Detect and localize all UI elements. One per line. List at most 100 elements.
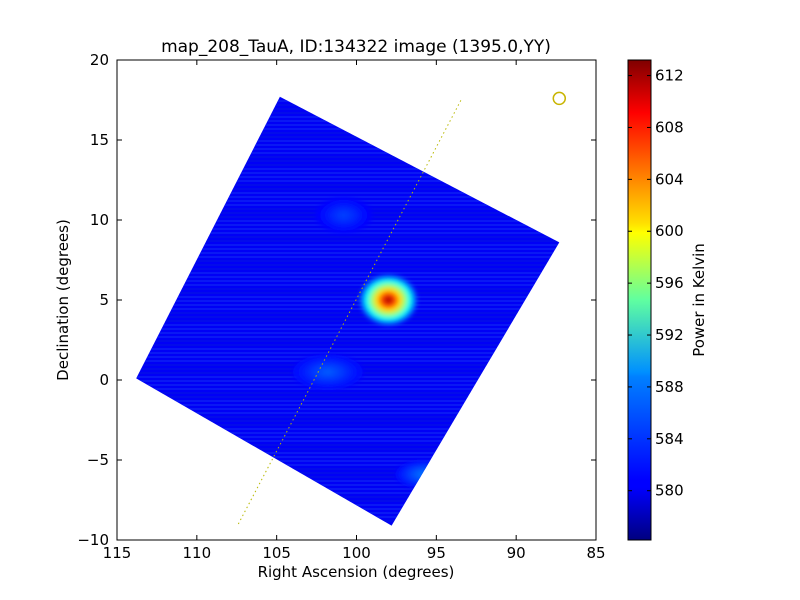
scan-line xyxy=(237,98,463,525)
colorbar-tick-label: 580 xyxy=(655,482,684,500)
scan-stripe xyxy=(136,476,560,478)
source-contour xyxy=(321,369,334,375)
scan-stripe xyxy=(136,344,560,346)
scan-stripe xyxy=(136,472,560,474)
colorbar-tick-label: 604 xyxy=(655,170,684,188)
x-tick-label: 115 xyxy=(103,544,132,562)
scan-stripe xyxy=(136,140,560,142)
scan-stripe xyxy=(117,80,596,82)
scan-stripe xyxy=(136,336,560,338)
scan-stripe xyxy=(136,292,560,294)
source-blob xyxy=(292,354,363,390)
scan-stripe xyxy=(117,84,596,86)
scan-stripe xyxy=(136,260,560,262)
scan-stripe xyxy=(136,480,560,482)
scan-stripe xyxy=(136,252,560,254)
scan-stripe xyxy=(136,244,560,246)
source-contour xyxy=(418,472,429,477)
scan-stripe xyxy=(136,152,560,154)
y-tick-label: 15 xyxy=(90,131,109,149)
sky-map-region xyxy=(136,96,560,526)
colorbar: 580 584 588 592 596 600 604 608 612 Power in Kel… xyxy=(627,59,708,541)
scan-stripe xyxy=(136,324,560,326)
scan-stripe xyxy=(136,280,560,282)
scan-stripe xyxy=(136,396,560,398)
scan-stripe xyxy=(136,300,560,302)
colorbar-tick-label: 596 xyxy=(655,274,684,292)
scan-stripe xyxy=(136,492,560,494)
scan-stripe xyxy=(136,452,560,454)
scan-stripe xyxy=(136,428,560,430)
scan-stripe xyxy=(136,392,560,394)
scan-stripe xyxy=(136,156,560,158)
y-tick-label: 10 xyxy=(90,211,109,229)
scan-stripe xyxy=(136,456,560,458)
scan-stripe xyxy=(136,308,560,310)
source-blob xyxy=(360,275,417,325)
scan-stripe xyxy=(136,420,560,422)
y-axis-label: Declination (degrees) xyxy=(54,219,72,381)
colorbar-gradient xyxy=(627,59,652,541)
x-tick-label: 85 xyxy=(586,544,605,562)
scan-stripe xyxy=(136,276,560,278)
scan-stripe xyxy=(136,160,560,162)
scan-stripe xyxy=(136,460,560,462)
scan-stripe xyxy=(136,236,560,238)
y-tick-label: −5 xyxy=(87,451,109,469)
scan-stripe xyxy=(136,120,560,122)
y-axis-ticks: −10 −5 0 5 10 15 20 xyxy=(77,51,596,549)
scan-stripe xyxy=(136,192,560,194)
scan-stripe xyxy=(136,340,560,342)
source-contour xyxy=(414,469,433,480)
scan-stripe xyxy=(136,512,560,514)
scan-stripe xyxy=(136,312,560,314)
scan-stripe xyxy=(136,524,560,526)
scan-stripe xyxy=(136,240,560,242)
scan-stripe xyxy=(136,100,560,102)
source-contour xyxy=(383,295,394,305)
colorbar-tick-label: 588 xyxy=(655,378,684,396)
scan-stripe xyxy=(136,112,560,114)
scan-stripe xyxy=(136,104,560,106)
x-tick-label: 90 xyxy=(507,544,526,562)
colorbar-tick-label: 592 xyxy=(655,326,684,344)
scan-stripe xyxy=(136,172,560,174)
colorbar-ticks: 580 584 588 592 596 600 604 608 612 xyxy=(628,67,684,500)
scan-stripe xyxy=(136,360,560,362)
scan-stripe xyxy=(136,148,560,150)
scan-stripe xyxy=(136,448,560,450)
y-tick-label: 5 xyxy=(99,291,109,309)
colorbar-label: Power in Kelvin xyxy=(690,243,708,357)
scan-stripe xyxy=(136,296,560,298)
scan-stripe xyxy=(117,532,596,534)
scan-stripe xyxy=(136,400,560,402)
x-axis-label: Right Ascension (degrees) xyxy=(258,563,455,581)
colorbar-tick-label: 608 xyxy=(655,118,684,136)
scan-stripe xyxy=(117,88,596,90)
scan-stripe xyxy=(136,284,560,286)
scan-stripe xyxy=(136,136,560,138)
scan-stripe xyxy=(117,92,596,94)
scan-stripe xyxy=(136,348,560,350)
scan-stripe xyxy=(117,72,596,74)
colorbar-tick-label: 584 xyxy=(655,430,684,448)
scan-stripe xyxy=(136,272,560,274)
scan-stripe xyxy=(136,356,560,358)
x-tick-label: 100 xyxy=(342,544,371,562)
y-tick-label: −10 xyxy=(77,531,109,549)
scan-stripe xyxy=(136,176,560,178)
scan-stripe xyxy=(136,248,560,250)
plot-area xyxy=(117,68,596,534)
scan-stripe xyxy=(136,304,560,306)
scan-stripe xyxy=(136,124,560,126)
scan-stripe xyxy=(136,132,560,134)
scan-stripe xyxy=(117,68,596,70)
scan-stripe xyxy=(136,500,560,502)
scan-stripe xyxy=(136,484,560,486)
scan-stripe xyxy=(136,180,560,182)
scan-stripe xyxy=(136,488,560,490)
scan-stripe xyxy=(136,96,560,98)
scan-stripe xyxy=(136,444,560,446)
chart-title: map_208_TauA, ID:134322 image (1395.0,YY… xyxy=(161,37,551,57)
